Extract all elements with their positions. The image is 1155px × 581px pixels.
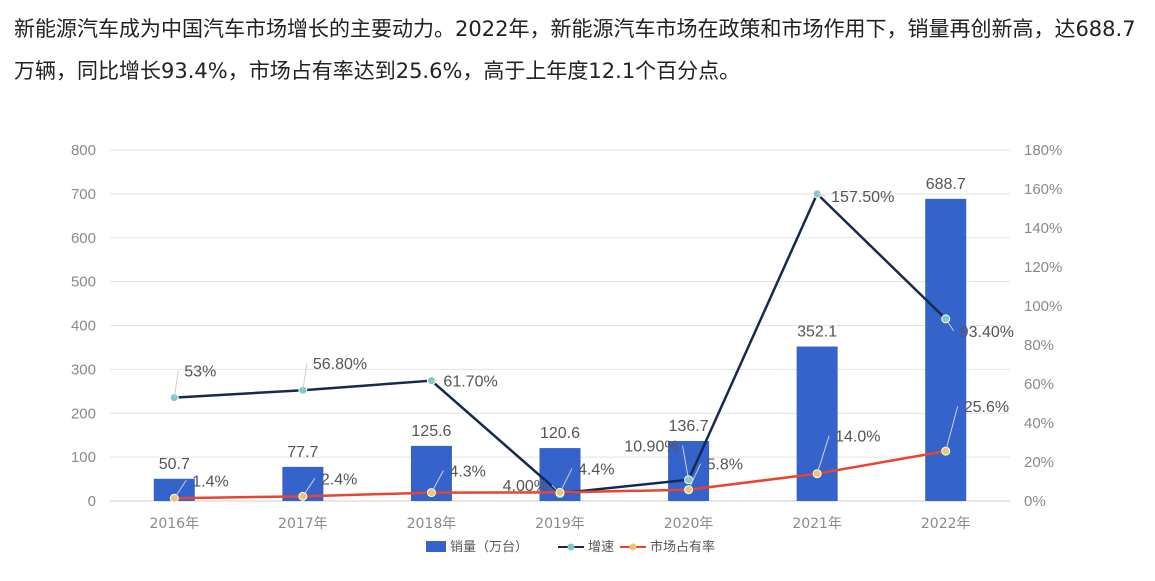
market-share-label: 4.3% [449, 464, 485, 481]
market-share-label-leader [559, 468, 573, 493]
sales-bars [153, 198, 967, 501]
market-share-label-leader [173, 479, 187, 499]
legend-share-label: 市场占有率 [650, 539, 715, 555]
legend-growth-marker [567, 543, 575, 551]
right-tick-label: 160% [1024, 181, 1062, 198]
sales-bar [925, 198, 967, 501]
growth-label-leader [551, 484, 561, 494]
growth-label: 56.80% [313, 356, 367, 373]
right-tick-label: 80% [1024, 337, 1054, 354]
sales-bar-label: 352.1 [797, 324, 837, 341]
left-tick-label: 200 [71, 405, 96, 422]
left-tick-label: 300 [71, 361, 96, 378]
growth-label-leader [817, 193, 826, 197]
right-tick-label: 0% [1024, 493, 1046, 510]
right-axis-ticks: 0% 20% 40% 60% 80% 100% 120% 140% 160% 180% [1024, 142, 1062, 510]
sales-bar [153, 478, 195, 501]
sales-bar-label: 136.7 [669, 418, 709, 435]
growth-label-leader [302, 363, 308, 391]
x-axis-labels: 2016年 2017年 2018年 2019年 2020年 2021年 2022年 [149, 516, 970, 532]
left-tick-label: 0 [88, 493, 96, 510]
left-tick-label: 600 [71, 230, 96, 247]
growth-label: 61.70% [443, 374, 497, 391]
market-share-label-leader [945, 405, 959, 452]
x-tick-label: 2020年 [664, 516, 714, 532]
left-tick-label: 100 [71, 449, 96, 466]
x-tick-label: 2021年 [792, 516, 842, 532]
growth-label-leader [173, 370, 179, 398]
growth-label: 4.00% [503, 478, 548, 495]
growth-label: 53% [184, 364, 216, 381]
x-tick-label: 2016年 [149, 516, 199, 532]
left-tick-label: 500 [71, 274, 96, 291]
right-tick-label: 100% [1024, 298, 1062, 315]
x-tick-label: 2019年 [535, 516, 585, 532]
x-tick-label: 2022年 [921, 516, 971, 532]
right-tick-label: 40% [1024, 415, 1054, 432]
right-tick-label: 20% [1024, 454, 1054, 471]
right-tick-label: 60% [1024, 376, 1054, 393]
sales-bar-label: 77.7 [287, 444, 318, 461]
market-share-label-leader [816, 435, 830, 474]
right-tick-label: 140% [1024, 220, 1062, 237]
right-tick-label: 120% [1024, 259, 1062, 276]
sales-bar-label: 125.6 [411, 423, 451, 440]
market-share-label: 4.4% [578, 461, 614, 478]
growth-label: 157.50% [831, 189, 894, 206]
sales-bar-label: 120.6 [540, 425, 580, 442]
left-axis-ticks: 0 100 200 300 400 500 600 700 800 [71, 142, 96, 510]
x-tick-label: 2017年 [278, 516, 328, 532]
left-tick-label: 800 [71, 142, 96, 159]
sales-bar-label: 688.7 [926, 176, 966, 193]
growth-label-leader [682, 445, 690, 480]
legend-sales-label: 销量（万台） [450, 540, 528, 555]
market-share-label: 5.8% [707, 457, 743, 474]
gridlines [110, 149, 1010, 502]
data-labels: 50.7 77.7 125.6 120.6 136.7 352.1 688.7 53% 56.8… [159, 176, 1014, 499]
growth-label: 10.90% [624, 439, 678, 456]
left-tick-label: 700 [71, 186, 96, 203]
market-share-label: 14.0% [835, 429, 880, 446]
market-share-label-leader [688, 463, 702, 490]
legend: 销量（万台） 增速 市场占有率 [426, 539, 715, 555]
market-share-label: 2.4% [321, 471, 357, 488]
chart-caption: 新能源汽车成为中国汽车市场增长的主要动力。2022年，新能源汽车市场在政策和市场… [14, 17, 1136, 83]
growth-label-leader [945, 318, 955, 332]
right-tick-label: 180% [1024, 142, 1062, 159]
legend-growth-label: 增速 [588, 540, 614, 555]
market-share-label: 25.6% [964, 399, 1009, 416]
legend-share-marker [629, 543, 637, 551]
left-tick-label: 400 [71, 318, 96, 335]
growth-label: 93.40% [960, 324, 1014, 341]
sales-bar-label: 50.7 [159, 456, 190, 473]
market-share-label: 1.4% [192, 473, 228, 490]
market-share-label-leader [302, 478, 316, 497]
market-share-label-leader [430, 470, 444, 493]
x-tick-label: 2018年 [407, 516, 457, 532]
legend-bar-swatch [426, 541, 446, 552]
